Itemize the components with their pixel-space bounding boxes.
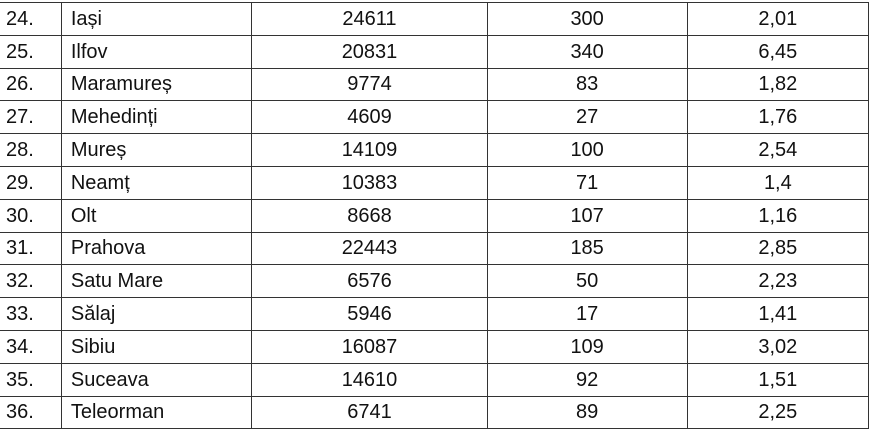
row-number: 32. xyxy=(0,264,62,299)
row-number: 29. xyxy=(0,165,62,200)
value-2: 71 xyxy=(486,165,688,200)
value-1: 6576 xyxy=(251,264,488,299)
row-number: 31. xyxy=(0,231,62,266)
value-1: 14109 xyxy=(251,133,488,167)
value-2: 340 xyxy=(486,34,688,69)
value-1: 8668 xyxy=(251,198,488,233)
county-name: Suceava xyxy=(60,362,253,397)
value-3: 1,51 xyxy=(686,362,870,397)
county-name: Sălaj xyxy=(60,297,253,331)
value-2: 109 xyxy=(486,329,688,364)
value-2: 83 xyxy=(486,67,688,102)
row-number: 26. xyxy=(0,67,62,102)
table-row: 26. Maramureș 9774 83 1,82 xyxy=(0,67,870,102)
value-2: 50 xyxy=(486,264,688,299)
value-3: 1,76 xyxy=(686,100,870,135)
table-row: 27. Mehedinți 4609 27 1,76 xyxy=(0,100,870,135)
table-row: 31. Prahova 22443 185 2,85 xyxy=(0,231,870,266)
value-1: 24611 xyxy=(251,2,488,36)
value-1: 20831 xyxy=(251,34,488,69)
table-row: 36. Teleorman 6741 89 2,25 xyxy=(0,395,870,430)
county-name: Prahova xyxy=(60,231,253,266)
value-1: 5946 xyxy=(251,297,488,331)
value-2: 107 xyxy=(486,198,688,233)
row-number: 33. xyxy=(0,297,62,331)
table-row: 29. Neamț 10383 71 1,4 xyxy=(0,165,870,200)
value-3: 1,4 xyxy=(686,165,870,200)
value-3: 2,23 xyxy=(686,264,870,299)
row-number: 25. xyxy=(0,34,62,69)
value-1: 10383 xyxy=(251,165,488,200)
county-name: Mureș xyxy=(60,133,253,167)
value-1: 4609 xyxy=(251,100,488,135)
value-2: 185 xyxy=(486,231,688,266)
table-row: 32. Satu Mare 6576 50 2,23 xyxy=(0,264,870,299)
value-2: 92 xyxy=(486,362,688,397)
county-name: Sibiu xyxy=(60,329,253,364)
value-1: 6741 xyxy=(251,395,488,430)
value-3: 1,82 xyxy=(686,67,870,102)
county-name: Teleorman xyxy=(60,395,253,430)
value-2: 17 xyxy=(486,297,688,331)
row-number: 30. xyxy=(0,198,62,233)
table-row: 28. Mureș 14109 100 2,54 xyxy=(0,133,870,167)
table-row: 25. Ilfov 20831 340 6,45 xyxy=(0,34,870,69)
value-1: 16087 xyxy=(251,329,488,364)
county-name: Mehedinți xyxy=(60,100,253,135)
row-number: 34. xyxy=(0,329,62,364)
county-name: Maramureș xyxy=(60,67,253,102)
table-row: 30. Olt 8668 107 1,16 xyxy=(0,198,870,233)
table-row: 24. Iași 24611 300 2,01 xyxy=(0,2,870,36)
value-2: 100 xyxy=(486,133,688,167)
value-3: 2,85 xyxy=(686,231,870,266)
value-3: 3,02 xyxy=(686,329,870,364)
value-2: 27 xyxy=(486,100,688,135)
table-row: 33. Sălaj 5946 17 1,41 xyxy=(0,297,870,331)
table-row: 34. Sibiu 16087 109 3,02 xyxy=(0,329,870,364)
county-name: Satu Mare xyxy=(60,264,253,299)
value-1: 22443 xyxy=(251,231,488,266)
value-3: 2,01 xyxy=(686,2,870,36)
county-data-table: 24. Iași 24611 300 2,01 25. Ilfov 20831 340 6,45 2… xyxy=(0,2,870,430)
table-row: 35. Suceava 14610 92 1,51 xyxy=(0,362,870,397)
value-3: 2,25 xyxy=(686,395,870,430)
value-2: 89 xyxy=(486,395,688,430)
county-name: Ilfov xyxy=(60,34,253,69)
value-3: 2,54 xyxy=(686,133,870,167)
county-name: Iași xyxy=(60,2,253,36)
row-number: 36. xyxy=(0,395,62,430)
value-1: 9774 xyxy=(251,67,488,102)
row-number: 24. xyxy=(0,2,62,36)
row-number: 35. xyxy=(0,362,62,397)
county-name: Neamț xyxy=(60,165,253,200)
row-number: 28. xyxy=(0,133,62,167)
value-3: 1,16 xyxy=(686,198,870,233)
value-3: 6,45 xyxy=(686,34,870,69)
value-3: 1,41 xyxy=(686,297,870,331)
value-1: 14610 xyxy=(251,362,488,397)
row-number: 27. xyxy=(0,100,62,135)
county-name: Olt xyxy=(60,198,253,233)
value-2: 300 xyxy=(486,2,688,36)
